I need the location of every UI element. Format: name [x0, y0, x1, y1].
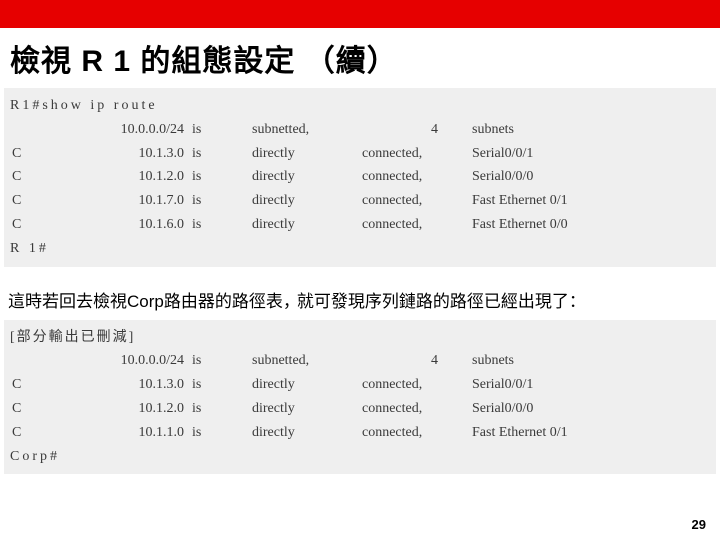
- t1-r1-code: C: [8, 165, 58, 189]
- t2-r2-c2: is: [188, 421, 248, 445]
- t1-r3-c3: directly: [248, 213, 358, 237]
- table-row: C 10.1.1.0 is directly connected, Fast E…: [8, 421, 712, 445]
- page-title: 檢視 R 1 的組態設定 （續）: [0, 28, 720, 88]
- table-row: C 10.1.7.0 is directly connected, Fast E…: [8, 189, 712, 213]
- terminal-block-2: [部分輸出已刪減] 10.0.0.0/24 is subnetted, 4 su…: [4, 320, 716, 475]
- t1-r2-c3: directly: [248, 189, 358, 213]
- t1-r1-c4: connected,: [358, 165, 468, 189]
- t1-sum-c4: 4: [358, 118, 468, 142]
- t1-r1-iface: Serial0/0/0: [468, 165, 712, 189]
- t1-r2-iface: Fast Ethernet 0/1: [468, 189, 712, 213]
- terminal1-table: 10.0.0.0/24 is subnetted, 4 subnets C 10…: [8, 118, 712, 237]
- t1-r0-c3: directly: [248, 142, 358, 166]
- t1-r2-code: C: [8, 189, 58, 213]
- t2-r0-net: 10.1.3.0: [58, 373, 188, 397]
- t1-sum-c2: is: [188, 118, 248, 142]
- t2-r1-c3: directly: [248, 397, 358, 421]
- table-row: C 10.1.6.0 is directly connected, Fast E…: [8, 213, 712, 237]
- t1-r2-c2: is: [188, 189, 248, 213]
- table-row: C 10.1.3.0 is directly connected, Serial…: [8, 373, 712, 397]
- t1-r1-c3: directly: [248, 165, 358, 189]
- t2-r2-code: C: [8, 421, 58, 445]
- t2-r1-code: C: [8, 397, 58, 421]
- t2-sum-c3: subnetted,: [248, 349, 358, 373]
- table-row: C 10.1.2.0 is directly connected, Serial…: [8, 165, 712, 189]
- t1-sum-c3: subnetted,: [248, 118, 358, 142]
- midtext-part1: 這時若回去檢視Corp路由器的路徑表: [8, 292, 283, 311]
- t2-r0-c3: directly: [248, 373, 358, 397]
- terminal1-summary-row: 10.0.0.0/24 is subnetted, 4 subnets: [8, 118, 712, 142]
- t2-sum-c4: 4: [358, 349, 468, 373]
- t2-r1-c2: is: [188, 397, 248, 421]
- terminal2-header: [部分輸出已刪減]: [8, 326, 712, 350]
- t1-r3-iface: Fast Ethernet 0/0: [468, 213, 712, 237]
- t2-r0-c4: connected,: [358, 373, 468, 397]
- page-number: 29: [692, 517, 706, 532]
- t1-r0-net: 10.1.3.0: [58, 142, 188, 166]
- t2-r0-code: C: [8, 373, 58, 397]
- t2-r2-c3: directly: [248, 421, 358, 445]
- t1-r3-c2: is: [188, 213, 248, 237]
- terminal-block-1: R1#show ip route 10.0.0.0/24 is subnette…: [4, 88, 716, 267]
- t1-r3-c4: connected,: [358, 213, 468, 237]
- t1-sum-net: 10.0.0.0/24: [58, 118, 188, 142]
- t1-r0-code: C: [8, 142, 58, 166]
- terminal1-tail: R 1#: [8, 237, 712, 261]
- t2-r2-net: 10.1.1.0: [58, 421, 188, 445]
- t2-sum-c5: subnets: [468, 349, 712, 373]
- t2-sum-net: 10.0.0.0/24: [58, 349, 188, 373]
- terminal2-tail: Corp#: [8, 445, 712, 469]
- t2-r0-c2: is: [188, 373, 248, 397]
- t1-r2-c4: connected,: [358, 189, 468, 213]
- t1-r3-net: 10.1.6.0: [58, 213, 188, 237]
- midtext-comma: ，: [283, 287, 297, 312]
- t2-r2-c4: connected,: [358, 421, 468, 445]
- t1-r3-code: C: [8, 213, 58, 237]
- t2-r1-c4: connected,: [358, 397, 468, 421]
- t2-r1-iface: Serial0/0/0: [468, 397, 712, 421]
- t1-r1-net: 10.1.2.0: [58, 165, 188, 189]
- t2-sum-c2: is: [188, 349, 248, 373]
- t1-r2-net: 10.1.7.0: [58, 189, 188, 213]
- t2-r2-iface: Fast Ethernet 0/1: [468, 421, 712, 445]
- t1-r0-iface: Serial0/0/1: [468, 142, 712, 166]
- t1-r0-c4: connected,: [358, 142, 468, 166]
- body-text: 這時若回去檢視Corp路由器的路徑表，就可發現序列鏈路的路徑已經出現了：: [0, 267, 720, 320]
- terminal2-table: 10.0.0.0/24 is subnetted, 4 subnets C 10…: [8, 349, 712, 444]
- terminal2-summary-row: 10.0.0.0/24 is subnetted, 4 subnets: [8, 349, 712, 373]
- header-bar: [0, 0, 720, 28]
- t1-sum-c5: subnets: [468, 118, 712, 142]
- t2-r1-net: 10.1.2.0: [58, 397, 188, 421]
- table-row: C 10.1.2.0 is directly connected, Serial…: [8, 397, 712, 421]
- t1-r1-c2: is: [188, 165, 248, 189]
- terminal1-prompt: R1#show ip route: [8, 94, 712, 118]
- t1-r0-c2: is: [188, 142, 248, 166]
- midtext-part2: 就可發現序列鏈路的路徑已經出現了：: [297, 292, 586, 311]
- t2-r0-iface: Serial0/0/1: [468, 373, 712, 397]
- table-row: C 10.1.3.0 is directly connected, Serial…: [8, 142, 712, 166]
